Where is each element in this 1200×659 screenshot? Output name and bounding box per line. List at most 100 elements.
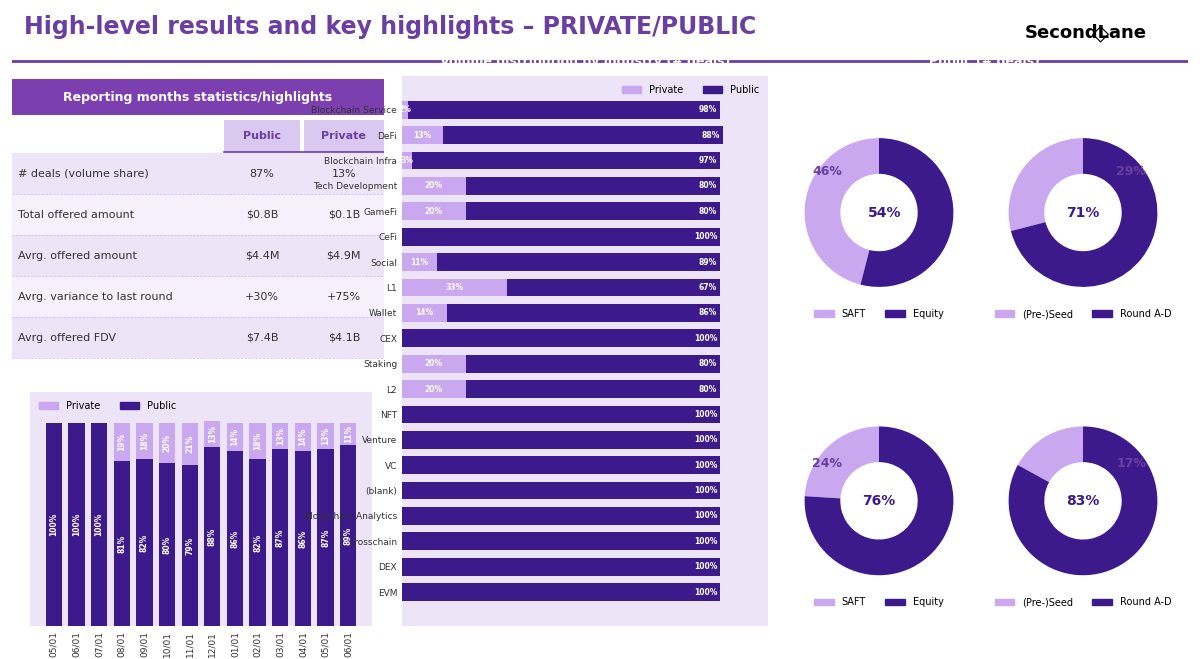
Text: 79%: 79% (185, 536, 194, 555)
Legend: (Pre-)Seed, Round A-D: (Pre-)Seed, Round A-D (991, 594, 1175, 612)
Bar (181, 465, 198, 626)
Bar (412, 152, 720, 169)
Bar (437, 253, 720, 271)
Text: Private (# deals): Private (# deals) (925, 366, 1044, 380)
Legend: (Pre-)Seed, Round A-D: (Pre-)Seed, Round A-D (991, 305, 1175, 323)
Wedge shape (1010, 138, 1157, 287)
Bar (402, 558, 720, 576)
Text: Reporting months statistics/highlights: Reporting months statistics/highlights (64, 91, 332, 103)
Text: 67%: 67% (698, 283, 718, 292)
Text: $4.4M: $4.4M (245, 250, 280, 261)
Point (217, 148, 232, 156)
Text: Avrg. offered amount: Avrg. offered amount (18, 250, 137, 261)
Wedge shape (805, 426, 878, 498)
Text: 21%: 21% (185, 435, 194, 453)
Text: 80%: 80% (698, 207, 718, 215)
Text: 100%: 100% (694, 588, 718, 596)
Bar (204, 447, 221, 626)
Text: 20%: 20% (425, 359, 443, 368)
Bar (158, 422, 175, 463)
Text: High-level results and key highlights – PRIVATE/PUBLIC: High-level results and key highlights – … (24, 15, 756, 40)
FancyBboxPatch shape (12, 194, 384, 235)
Bar (318, 422, 334, 449)
Bar (443, 126, 724, 144)
Text: 76%: 76% (863, 494, 895, 508)
Text: Avrg. variance to last round: Avrg. variance to last round (18, 291, 173, 302)
Text: 13%: 13% (322, 427, 330, 445)
Text: 24%: 24% (812, 457, 842, 470)
Bar (402, 177, 466, 195)
Bar (466, 355, 720, 372)
Text: 100%: 100% (694, 333, 718, 343)
Text: 87%: 87% (250, 169, 275, 179)
Bar (91, 422, 107, 626)
Text: Private: Private (322, 130, 366, 141)
Text: 86%: 86% (698, 308, 718, 318)
Text: 20%: 20% (425, 207, 443, 215)
FancyBboxPatch shape (12, 235, 384, 276)
Text: 100%: 100% (694, 436, 718, 444)
Text: 100%: 100% (694, 562, 718, 571)
Bar (250, 459, 266, 626)
Text: 46%: 46% (812, 165, 842, 178)
Text: 17%: 17% (1116, 457, 1146, 470)
Bar (114, 422, 130, 461)
Text: 20%: 20% (162, 434, 172, 452)
Text: 14%: 14% (230, 428, 240, 446)
Point (377, 148, 391, 156)
Bar (402, 355, 466, 372)
FancyBboxPatch shape (12, 317, 384, 358)
Text: 81%: 81% (118, 534, 126, 553)
Text: 100%: 100% (694, 232, 718, 241)
Text: 80%: 80% (162, 536, 172, 554)
Text: 80%: 80% (698, 384, 718, 393)
Text: 54%: 54% (869, 206, 901, 219)
Text: $4.9M: $4.9M (326, 250, 361, 261)
Text: 97%: 97% (698, 156, 718, 165)
Text: 82%: 82% (140, 534, 149, 552)
Text: Volume distribution by industry (# deals): Volume distribution by industry (# deals… (440, 55, 730, 68)
Bar (136, 422, 152, 459)
Bar (402, 304, 446, 322)
Legend: SAFT, Equity: SAFT, Equity (811, 594, 947, 612)
Text: Public (# deals): Public (# deals) (929, 55, 1040, 68)
Text: 80%: 80% (698, 359, 718, 368)
Text: $0.8B: $0.8B (246, 210, 278, 219)
Bar (402, 405, 720, 423)
Bar (402, 152, 412, 169)
Wedge shape (805, 426, 954, 575)
Text: Total offered amount: Total offered amount (18, 210, 133, 219)
Bar (402, 330, 720, 347)
Bar (136, 459, 152, 626)
Text: 71%: 71% (1067, 206, 1099, 219)
Text: Public: Public (242, 130, 281, 141)
Text: 18%: 18% (253, 432, 262, 450)
Bar (466, 380, 720, 398)
FancyBboxPatch shape (224, 120, 300, 152)
Bar (181, 422, 198, 465)
Bar (227, 422, 244, 451)
Text: 100%: 100% (694, 537, 718, 546)
Text: 19%: 19% (118, 433, 126, 451)
Text: 13%: 13% (276, 427, 284, 445)
Bar (466, 202, 720, 220)
Text: 13%: 13% (208, 425, 217, 443)
Text: SecondLane: SecondLane (1025, 24, 1147, 42)
Text: 87%: 87% (276, 529, 284, 547)
Bar (402, 228, 720, 246)
Text: 83%: 83% (1067, 494, 1099, 508)
FancyBboxPatch shape (304, 120, 384, 152)
Text: 87%: 87% (322, 529, 330, 547)
Text: ◇: ◇ (1092, 23, 1109, 43)
Wedge shape (860, 138, 953, 287)
Wedge shape (1018, 426, 1084, 482)
Text: +30%: +30% (245, 291, 278, 302)
Legend: Private, Public: Private, Public (35, 397, 180, 415)
Bar (272, 449, 288, 626)
Text: 100%: 100% (49, 513, 59, 536)
Bar (508, 279, 720, 297)
Text: 11%: 11% (410, 258, 428, 266)
Bar (272, 422, 288, 449)
Bar (227, 451, 244, 626)
Bar (402, 583, 720, 601)
